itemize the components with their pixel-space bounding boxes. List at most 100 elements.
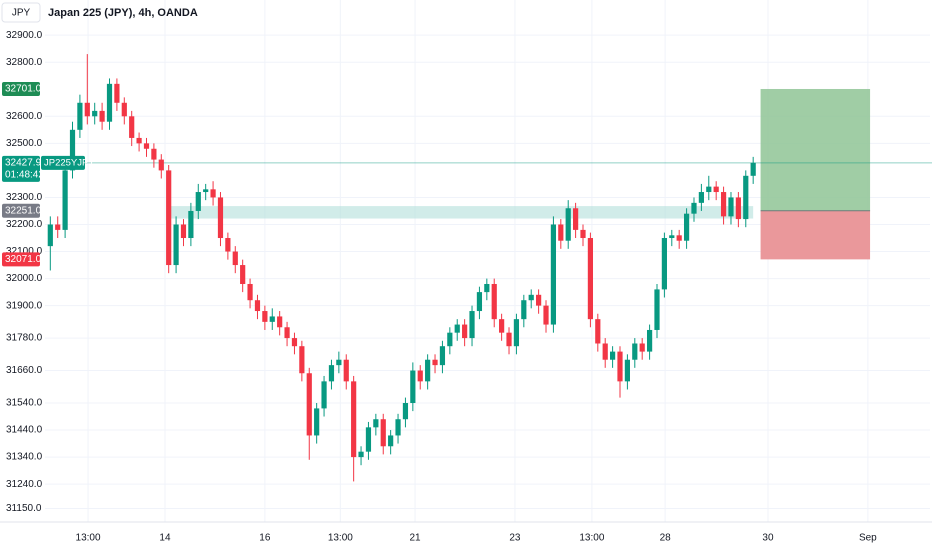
candle-body <box>536 294 542 306</box>
candle-body <box>69 129 76 171</box>
x-tick-label: 13:00 <box>579 533 604 544</box>
candle-body <box>203 189 209 193</box>
y-tick-label: 31340.0 <box>6 452 43 463</box>
y-tick-label: 32200.0 <box>6 219 43 230</box>
candle-body <box>602 343 608 360</box>
candle-body <box>454 324 460 333</box>
candle-body <box>683 213 690 241</box>
candle-body <box>195 192 201 211</box>
candle-body <box>210 189 216 198</box>
y-tick-label: 31440.0 <box>6 425 43 436</box>
y-tick-label: 31900.0 <box>6 300 43 311</box>
candle-body <box>447 332 453 347</box>
candle-body <box>543 305 549 325</box>
candle-body <box>269 316 275 322</box>
candle-body <box>432 359 438 366</box>
zone <box>170 206 754 219</box>
candle-body <box>425 359 431 382</box>
candle-body <box>565 208 571 241</box>
plot-area <box>45 54 932 482</box>
candle-body <box>388 435 394 447</box>
candle-body <box>462 324 468 339</box>
candle-body <box>365 427 372 452</box>
y-tick-label: 32100.0 <box>6 246 43 257</box>
candle-body <box>654 289 660 330</box>
candle-body <box>99 110 105 122</box>
candle-body <box>610 351 616 360</box>
symbol: JP225YJPY <box>44 157 95 168</box>
candle-body <box>521 300 527 320</box>
candle-body <box>47 224 53 247</box>
stop-label: 32071.0 <box>5 254 42 265</box>
candle-body <box>469 311 475 339</box>
candle-body <box>277 316 283 328</box>
candle-body <box>720 192 727 217</box>
candle-body <box>225 238 231 252</box>
candle-body <box>624 359 630 382</box>
symbol-box <box>41 155 85 170</box>
candle-body <box>262 311 268 322</box>
candle-body <box>580 229 586 239</box>
candle-body <box>291 338 298 347</box>
candle-body <box>439 346 446 366</box>
candle-body <box>299 346 305 374</box>
last-price-label: 32427.9 <box>5 157 42 168</box>
candle-body <box>166 170 172 266</box>
y-tick-label: 32300.0 <box>6 192 43 203</box>
candle-body <box>373 419 379 428</box>
candle-body <box>528 294 534 301</box>
candle-body <box>306 373 312 436</box>
y-tick-label: 31660.0 <box>6 365 43 376</box>
countdown: 01:48:42 <box>5 169 44 180</box>
candle-body <box>314 408 320 436</box>
loss-zone <box>760 210 871 260</box>
candle-body <box>343 359 349 382</box>
candle-body <box>188 210 194 239</box>
y-tick-label: 32800.0 <box>6 57 43 68</box>
y-tick-label: 32900.0 <box>6 30 43 41</box>
currency-box[interactable] <box>1 2 41 23</box>
candle-body <box>84 102 90 117</box>
x-tick-label: 13:00 <box>76 533 101 544</box>
candle-body <box>646 329 653 352</box>
x-tick-label: 28 <box>660 533 672 544</box>
candle-body <box>351 381 357 458</box>
candle-body <box>632 343 638 360</box>
candle-body <box>484 283 490 293</box>
chart-title: Japan 225 (JPY), 4h, OANDA <box>48 7 198 19</box>
candle-body <box>550 224 557 325</box>
candle-body <box>114 83 120 103</box>
candle-body <box>395 419 401 436</box>
candle-body <box>106 83 113 122</box>
x-tick-label: Sep <box>859 533 877 544</box>
candle-body <box>691 202 697 214</box>
candle-body <box>676 235 682 241</box>
candle-body <box>247 283 253 301</box>
candle-body <box>321 381 327 409</box>
candle-body <box>121 102 127 117</box>
candle-body <box>173 224 179 266</box>
candle-body <box>180 224 187 239</box>
y-tick-label: 32500.0 <box>6 138 43 149</box>
candle-body <box>587 238 594 320</box>
candle-body <box>639 343 645 352</box>
candle-body <box>573 208 579 230</box>
candle-body <box>336 359 342 366</box>
candle-body <box>506 332 512 347</box>
x-tick-label: 14 <box>159 533 171 544</box>
last-price-box <box>2 155 40 182</box>
candle-body <box>358 451 364 458</box>
x-tick-label: 13:00 <box>328 533 353 544</box>
profit-zone <box>760 88 871 211</box>
y-tick-label: 31780.0 <box>6 333 43 344</box>
target-label: 32701.0 <box>5 84 42 95</box>
candle-body <box>217 197 224 239</box>
candle-body <box>55 224 61 230</box>
y-tick-label: 32600.0 <box>6 111 43 122</box>
y-tick-label: 31240.0 <box>6 479 43 490</box>
currency: JPY <box>12 8 31 19</box>
candle-body <box>669 235 675 239</box>
candle-body <box>240 265 246 284</box>
axes: 32900.0 32800.0 32600.0 32500.0 32300.0 32200… <box>2 30 877 544</box>
